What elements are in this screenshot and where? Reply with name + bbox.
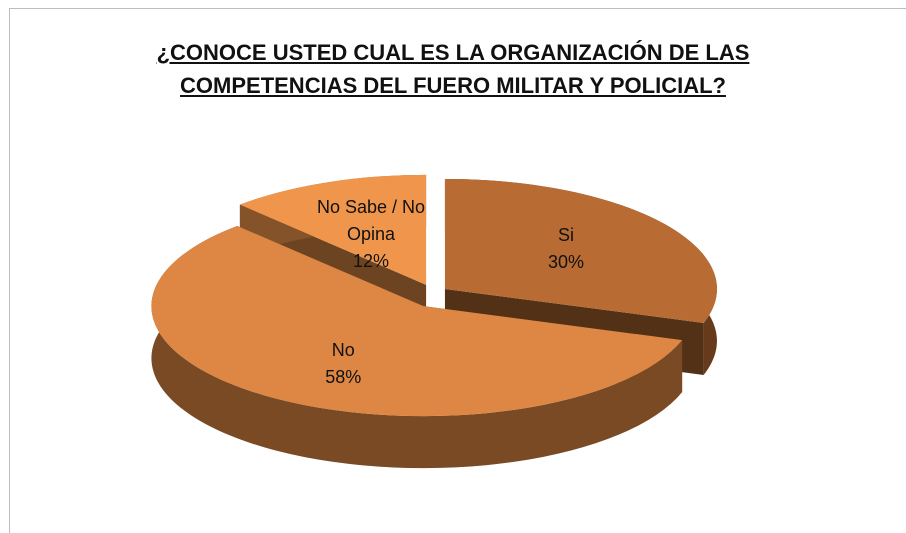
pie-slice [444,178,717,323]
data-label-category: Si [557,224,574,245]
data-label-value: 12% [353,251,390,272]
data-label-category: No Sabe / No Opina [317,197,426,245]
data-label: Si 30% [496,222,636,276]
chart-frame [9,8,906,533]
data-label-value: 58% [325,366,362,387]
data-label: No Sabe / No Opina 12% [301,194,441,275]
data-label-category: No [331,339,355,360]
chart-title: ¿CONOCE USTED CUAL ES LA ORGANIZACIÓN DE… [156,40,750,98]
pie-slice-side [151,225,683,469]
data-label: No 58% [273,337,413,391]
pie-slice [151,225,683,417]
pie-tops [151,174,717,417]
pie-slice [239,174,427,285]
data-label-value: 30% [547,251,584,272]
